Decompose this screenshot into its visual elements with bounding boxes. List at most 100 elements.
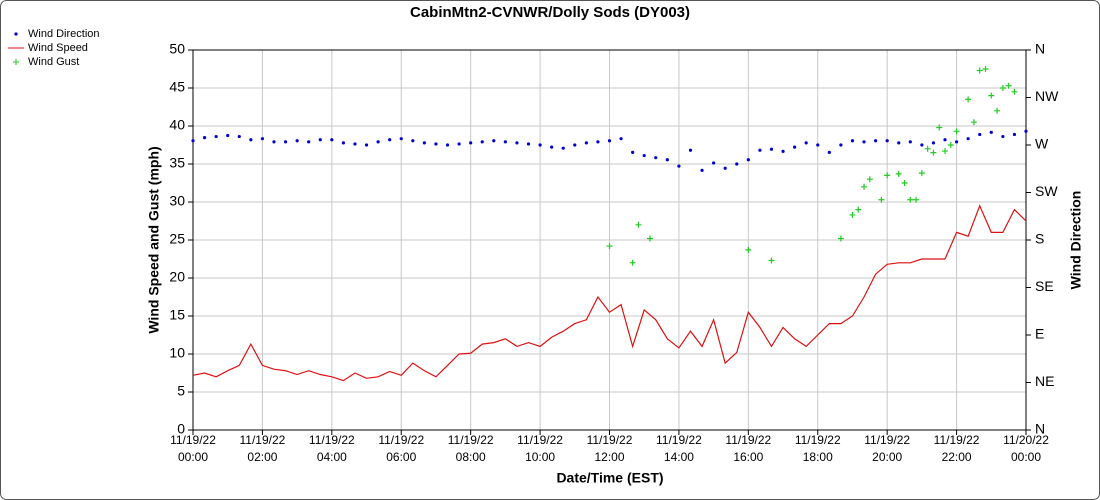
y-tick-label: 10: [169, 345, 185, 361]
y2-tick-label: NW: [1035, 88, 1059, 104]
gust-marker: [861, 183, 868, 190]
gust-marker: [646, 235, 653, 242]
gust-marker: [895, 170, 902, 177]
y-axis-label: Wind Speed and Gust (mph): [146, 146, 162, 333]
gust-marker: [918, 170, 925, 177]
y2-tick-label: SE: [1035, 278, 1054, 294]
direction-dot: [873, 139, 878, 143]
y-tick-label: 30: [169, 193, 185, 209]
direction-dot: [573, 143, 577, 147]
gust-marker: [849, 211, 856, 218]
direction-dot: [260, 137, 265, 141]
direction-dot: [202, 136, 207, 140]
gust-marker: [930, 149, 937, 156]
direction-dot: [746, 158, 750, 162]
y-tick-label: 40: [169, 117, 185, 133]
direction-dot: [526, 142, 531, 146]
direction-dot: [735, 162, 739, 166]
x-tick-label: 11/19/22 04:00: [309, 433, 355, 464]
y-tick-label: 50: [169, 41, 185, 57]
x-tick-label: 11/19/22 18:00: [795, 433, 841, 464]
direction-dot: [411, 139, 415, 143]
y-tick-label: 20: [169, 269, 185, 285]
x-tick-label: 11/20/22 00:00: [1003, 433, 1049, 464]
gust-marker: [907, 196, 914, 203]
direction-dot: [793, 145, 797, 149]
gust-marker: [606, 243, 613, 250]
direction-dot: [434, 142, 438, 146]
gust-marker: [866, 176, 873, 183]
gust-marker: [901, 180, 908, 186]
gust-marker: [878, 196, 885, 203]
direction-dot: [272, 140, 276, 144]
gust-marker: [837, 235, 844, 242]
x-tick-label: 11/19/22 16:00: [725, 433, 771, 464]
x-tick-label: 11/19/22 12:00: [587, 433, 633, 464]
gust-marker: [976, 67, 983, 74]
gust-marker: [855, 206, 862, 213]
direction-dot: [1001, 134, 1005, 139]
direction-dot: [480, 140, 484, 144]
direction-dot: [723, 166, 727, 170]
gust-marker: [936, 124, 943, 131]
x-tick-label: 11/19/22 00:00: [170, 433, 216, 464]
direction-dot: [631, 150, 635, 154]
y2-tick-label: SW: [1035, 183, 1058, 199]
x-tick-label: 11/19/22 02:00: [240, 433, 286, 464]
direction-dot: [665, 158, 669, 162]
y2-tick-label: E: [1035, 326, 1044, 342]
direction-dot: [862, 140, 866, 144]
y2-tick-label: N: [1035, 421, 1045, 437]
direction-dot: [931, 141, 936, 145]
direction-dot: [954, 140, 959, 144]
x-tick-label: 11/19/22 14:00: [656, 433, 702, 464]
direction-dot: [237, 134, 241, 139]
direction-dot: [596, 140, 600, 144]
y2-tick-label: NE: [1035, 373, 1054, 389]
direction-dot: [376, 140, 380, 144]
direction-dot: [920, 143, 924, 147]
x-tick-label: 11/19/22 06:00: [378, 433, 424, 464]
gust-marker: [635, 221, 642, 228]
direction-dot: [619, 137, 623, 141]
direction-dot: [226, 133, 230, 138]
gust-marker: [1011, 88, 1018, 95]
direction-dot: [561, 146, 565, 150]
x-tick-label: 11/19/22 10:00: [517, 433, 563, 464]
y2-axis-label: Wind Direction: [1068, 191, 1084, 290]
x-tick-label: 11/19/22 08:00: [448, 433, 494, 464]
direction-dot: [654, 156, 658, 160]
direction-dot: [469, 141, 473, 145]
direction-dot: [341, 141, 346, 145]
gust-marker: [924, 145, 931, 152]
direction-dot: [978, 132, 982, 137]
gust-marker: [982, 66, 989, 72]
x-tick-label: 11/19/22 20:00: [864, 433, 910, 464]
gust-marker: [942, 148, 949, 155]
direction-dot: [307, 140, 311, 144]
gust-marker: [884, 172, 891, 179]
y-tick-label: 45: [169, 79, 185, 95]
legend-label: Wind Gust: [28, 56, 79, 68]
direction-dot: [515, 141, 519, 145]
direction-dot: [295, 139, 299, 143]
direction-dot: [607, 139, 612, 143]
direction-dot: [249, 138, 253, 142]
direction-dot: [908, 140, 912, 144]
direction-dot: [1012, 132, 1017, 137]
direction-dot: [700, 168, 704, 172]
direction-dot: [688, 148, 693, 152]
direction-dot: [897, 141, 901, 145]
gust-marker: [745, 246, 752, 253]
legend-label: Wind Direction: [28, 28, 100, 40]
direction-dot: [966, 137, 970, 141]
direction-dot: [318, 138, 322, 142]
y-tick-label: 0: [177, 421, 185, 437]
direction-dot: [1024, 129, 1028, 133]
y2-tick-label: S: [1035, 231, 1044, 247]
direction-dot: [943, 138, 947, 142]
plot-border: [192, 49, 1027, 431]
gust-marker: [629, 259, 636, 266]
